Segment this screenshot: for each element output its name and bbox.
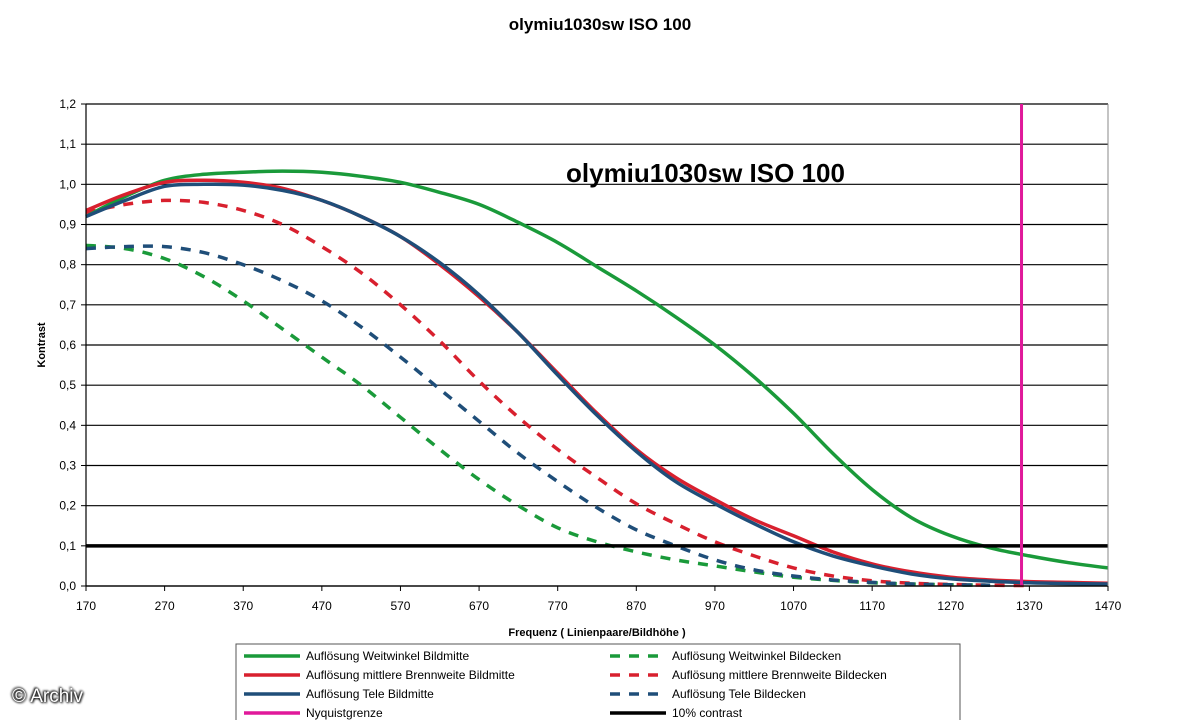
- legend-box: [235, 643, 961, 720]
- chart-title: olymiu1030sw ISO 100: [509, 15, 691, 34]
- y-axis-label: Kontrast: [36, 322, 48, 368]
- x-tick-label: 270: [155, 599, 175, 613]
- x-axis-ticks: 170 270 370 470 570 670 770 870 970 1070 1170 1270 1…: [76, 586, 1122, 613]
- axes: [85, 104, 1109, 587]
- series-aufl-sung-mittlere-brennweite-bildecken: [85, 198, 1030, 588]
- y-tick-label: 1,2: [59, 97, 76, 111]
- legend-label: Auflösung Weitwinkel Bildecken: [672, 649, 841, 663]
- x-tick-label: 670: [469, 599, 489, 613]
- x-tick-label: 1070: [780, 599, 807, 613]
- series-aufl-sung-tele-bildmitte: [85, 182, 1109, 586]
- y-tick-label: 1,0: [59, 177, 76, 191]
- chart-annotation: olymiu1030sw ISO 100: [566, 158, 845, 188]
- y-tick-label: 0,0: [59, 579, 76, 593]
- x-tick-label: 370: [233, 599, 253, 613]
- legend-label: Auflösung Tele Bildmitte: [306, 687, 434, 701]
- y-tick-label: 0,8: [59, 258, 76, 272]
- y-tick-label: 1,1: [59, 137, 76, 151]
- series-aufl-sung-weitwinkel-bildecken: [85, 243, 991, 587]
- legend: Auflösung Weitwinkel Bildmitte Auflösung …: [235, 643, 961, 720]
- y-tick-label: 0,7: [59, 298, 76, 312]
- x-tick-label: 170: [76, 599, 96, 613]
- series-aufl-sung-tele-bildecken: [85, 244, 991, 587]
- legend-label: Auflösung Tele Bildecken: [672, 687, 806, 701]
- legend-label: Nyquistgrenze: [306, 706, 383, 720]
- x-axis-label: Frequenz ( Linienpaare/Bildhöhe ): [508, 627, 686, 639]
- y-tick-label: 0,5: [59, 378, 76, 392]
- y-tick-label: 0,3: [59, 459, 76, 473]
- legend-label: Auflösung mittlere Brennweite Bildecken: [672, 668, 887, 682]
- x-tick-label: 1170: [859, 599, 885, 613]
- x-tick-label: 770: [548, 599, 568, 613]
- x-tick-label: 1270: [937, 599, 964, 613]
- y-axis-ticks: 0,0 0,1 0,2 0,3 0,4 0,5 0,6 0,7 0,8 0,9 1,0 1,1 1,2: [59, 97, 86, 593]
- y-tick-label: 0,9: [59, 218, 76, 232]
- x-tick-label: 970: [705, 599, 725, 613]
- x-tick-label: 870: [626, 599, 646, 613]
- legend-label: Auflösung Weitwinkel Bildmitte: [306, 649, 470, 663]
- y-tick-label: 0,1: [59, 539, 76, 553]
- copyright-watermark: © Archiv: [12, 686, 84, 707]
- legend-label: 10% contrast: [672, 706, 743, 720]
- x-tick-label: 570: [390, 599, 410, 613]
- series-layer: [85, 104, 1109, 588]
- series-aufl-sung-mittlere-brennweite-bildmitte: [85, 178, 1109, 585]
- x-tick-label: 1370: [1016, 599, 1043, 613]
- series-aufl-sung-weitwinkel-bildmitte: [85, 169, 1109, 570]
- x-tick-label: 470: [312, 599, 332, 613]
- y-tick-label: 0,6: [59, 338, 76, 352]
- y-tick-label: 0,4: [59, 418, 76, 432]
- x-tick-label: 1470: [1095, 599, 1122, 613]
- y-tick-label: 0,2: [59, 499, 76, 513]
- legend-label: Auflösung mittlere Brennweite Bildmitte: [306, 668, 515, 682]
